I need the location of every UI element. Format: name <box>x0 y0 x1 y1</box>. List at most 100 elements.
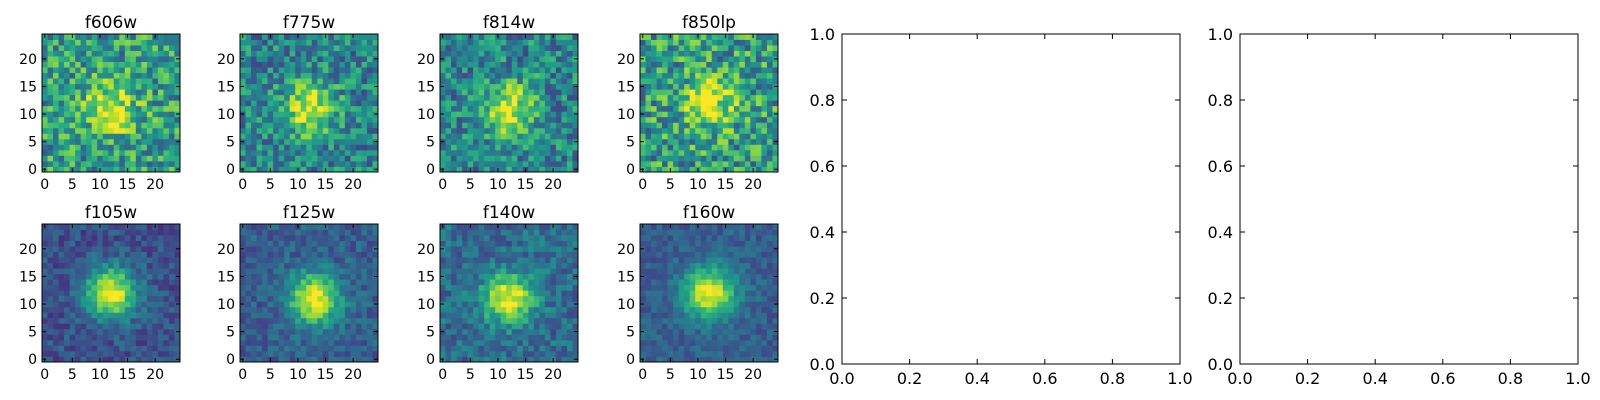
heatmap-cell <box>311 224 318 230</box>
heatmap-cell <box>451 39 457 46</box>
heatmap-cell <box>262 323 268 330</box>
x-tick-label: 15 <box>119 177 137 193</box>
heatmap-cell <box>58 100 65 107</box>
heatmap-cell <box>366 144 373 151</box>
heatmap-cell <box>108 356 115 363</box>
heatmap-cell <box>91 301 98 308</box>
heatmap-cell <box>711 334 718 341</box>
heatmap-cell <box>555 138 562 145</box>
heatmap-cell <box>350 111 357 118</box>
heatmap-cell <box>550 39 557 46</box>
heatmap-cell <box>572 224 579 230</box>
heatmap-cell <box>372 155 379 162</box>
heatmap-cell <box>322 105 329 112</box>
heatmap-cell <box>42 61 48 68</box>
heatmap-cell <box>533 89 540 96</box>
heatmap-cell <box>673 133 680 140</box>
heatmap-cell <box>163 67 170 74</box>
heatmap-cell <box>124 50 131 57</box>
heatmap-cell <box>240 61 246 68</box>
heatmap-cell <box>522 235 529 241</box>
heatmap-cell <box>47 127 54 134</box>
heatmap-cell <box>673 301 680 308</box>
heatmap-cell <box>667 155 674 162</box>
heatmap-cell <box>267 144 274 151</box>
heatmap-cell <box>695 78 702 85</box>
heatmap-cell <box>656 155 663 162</box>
heatmap-cell <box>722 111 729 118</box>
heatmap-cell <box>766 301 773 308</box>
heatmap-cell <box>146 273 153 280</box>
heatmap-cell <box>80 122 87 129</box>
heatmap-cell <box>141 323 148 330</box>
heatmap-cell <box>533 100 540 107</box>
heatmap-cell <box>69 295 76 302</box>
heatmap-cell <box>130 301 137 308</box>
heatmap-cell <box>651 284 657 291</box>
heatmap-cell <box>772 50 779 57</box>
heatmap-cell <box>462 301 468 308</box>
heatmap-cell <box>69 334 76 341</box>
heatmap-cell <box>300 262 307 269</box>
heatmap-cell <box>684 127 691 134</box>
heatmap-cell <box>361 116 368 123</box>
heatmap-cell <box>322 144 329 151</box>
heatmap-cell <box>130 229 137 236</box>
heatmap-cell <box>355 83 362 90</box>
heatmap-cell <box>484 122 491 129</box>
heatmap-cell <box>311 273 318 280</box>
heatmap-cell <box>506 284 513 291</box>
heatmap-cell <box>322 251 329 258</box>
heatmap-cell <box>695 133 702 140</box>
heatmap-cell <box>456 111 463 118</box>
heatmap-cell <box>306 240 313 247</box>
heatmap-cell <box>711 122 718 129</box>
heatmap-cell <box>755 78 762 85</box>
heatmap-cell <box>761 334 768 341</box>
heatmap-cell <box>168 72 175 79</box>
heatmap-cell <box>113 317 120 324</box>
heatmap-cell <box>566 61 573 68</box>
heatmap-cell <box>684 155 691 162</box>
heatmap-cell <box>473 72 480 79</box>
heatmap-cell <box>328 350 335 357</box>
heatmap-cell <box>667 301 674 308</box>
heatmap-cell <box>640 155 646 162</box>
heatmap-cell <box>656 306 663 313</box>
heatmap-cell <box>528 345 535 352</box>
heatmap-cell <box>355 339 362 346</box>
heatmap-cell <box>124 138 131 145</box>
heatmap-cell <box>572 160 579 167</box>
heatmap-cell <box>755 50 762 57</box>
heatmap-cell <box>317 67 324 74</box>
heatmap-cell <box>467 339 474 346</box>
heatmap-cell <box>306 356 313 363</box>
heatmap-cell <box>58 56 65 62</box>
heatmap-cell <box>267 312 274 319</box>
heatmap-cell <box>168 350 175 357</box>
heatmap-cell <box>722 127 729 134</box>
heatmap-cell <box>64 240 70 247</box>
heatmap-cell <box>478 116 485 123</box>
heatmap-cell <box>300 34 307 40</box>
heatmap-cell <box>328 34 335 40</box>
heatmap-cell <box>289 356 296 363</box>
heatmap-cell <box>372 34 379 40</box>
heatmap-cell <box>366 155 373 162</box>
heatmap-cell <box>273 166 280 173</box>
heatmap-cell <box>473 166 480 173</box>
heatmap-cell <box>328 89 335 96</box>
heatmap-cell <box>262 50 268 57</box>
heatmap-cell <box>555 83 562 90</box>
heatmap-cell <box>673 50 680 57</box>
heatmap-cell <box>53 224 59 230</box>
heatmap-cell <box>506 350 513 357</box>
heatmap-cell <box>289 306 296 313</box>
heatmap-cell <box>511 160 518 167</box>
heatmap-cell <box>755 312 762 319</box>
heatmap-cell <box>295 111 302 118</box>
heatmap-cell <box>97 160 104 167</box>
heatmap-cell <box>711 78 718 85</box>
heatmap-cell <box>462 78 468 85</box>
heatmap-cell <box>311 155 318 162</box>
